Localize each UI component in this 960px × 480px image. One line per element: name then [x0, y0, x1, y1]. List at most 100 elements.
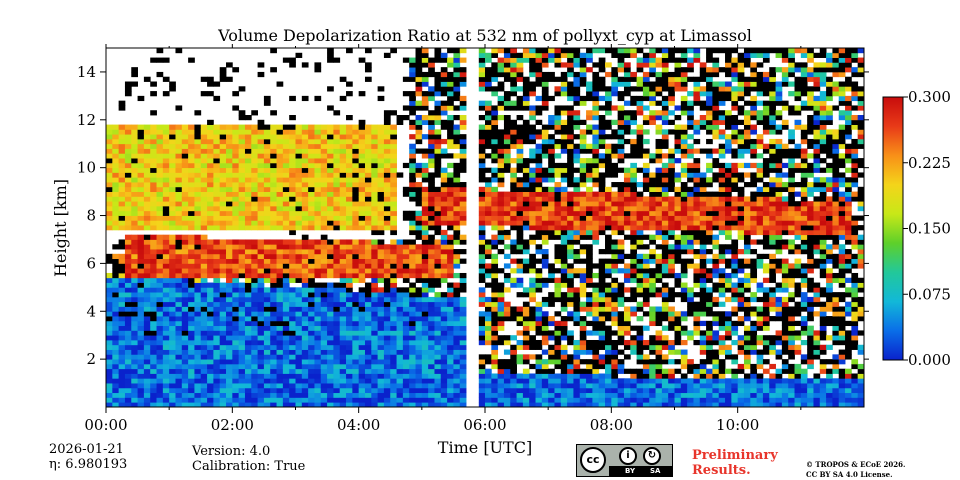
heatmap-cell	[169, 363, 176, 370]
heatmap-cell	[232, 292, 240, 298]
heatmap-cell	[188, 158, 195, 164]
heatmap-cell	[251, 402, 258, 407]
heatmap-cell	[541, 153, 549, 159]
heatmap-cell	[510, 124, 517, 130]
heatmap-cell	[327, 282, 334, 288]
heatmap-cell	[226, 177, 233, 183]
heatmap-cell	[169, 378, 176, 384]
heatmap-cell	[485, 306, 492, 312]
heatmap-cell	[567, 134, 574, 140]
heatmap-cell	[358, 205, 366, 212]
heatmap-cell	[485, 359, 492, 365]
heatmap-cell	[124, 138, 132, 145]
heatmap-cell	[554, 258, 562, 264]
heatmap-cell	[295, 378, 303, 384]
heatmap-cell	[327, 296, 334, 303]
heatmap-cell	[459, 186, 467, 192]
heatmap-cell	[529, 383, 536, 389]
heatmap-cell	[447, 201, 454, 207]
heatmap-cell	[244, 167, 252, 173]
heatmap-cell	[226, 253, 233, 260]
heatmap-cell	[478, 325, 486, 331]
heatmap-cell	[301, 249, 309, 255]
heatmap-cell	[409, 158, 416, 164]
heatmap-cell	[124, 282, 132, 288]
heatmap-cell	[491, 325, 499, 331]
heatmap-cell	[327, 311, 334, 317]
heatmap-cell	[295, 373, 303, 379]
heatmap-cell	[118, 134, 126, 140]
heatmap-cell	[188, 325, 195, 331]
heatmap-cell	[516, 71, 524, 78]
heatmap-cell	[434, 301, 442, 307]
heatmap-cell	[522, 258, 530, 264]
heatmap-cell	[598, 129, 606, 135]
heatmap-cell	[554, 229, 562, 236]
heatmap-cell	[478, 234, 486, 240]
heatmap-cell	[346, 205, 353, 212]
heatmap-cell	[434, 397, 442, 403]
heatmap-cell	[623, 119, 631, 125]
heatmap-cell	[560, 162, 568, 169]
heatmap-cell	[377, 311, 385, 317]
heatmap-cell	[383, 263, 391, 269]
heatmap-cell	[270, 320, 277, 327]
heatmap-cell	[263, 330, 271, 336]
heatmap-cell	[447, 330, 454, 336]
heatmap-cell	[333, 201, 341, 207]
heatmap-cell	[124, 134, 132, 140]
heatmap-cell	[377, 296, 385, 303]
heatmap-cell	[188, 296, 195, 303]
heatmap-cell	[535, 134, 543, 140]
heatmap-cell	[112, 387, 120, 394]
heatmap-cell	[478, 201, 486, 207]
heatmap-cell	[327, 397, 334, 403]
heatmap-cell	[106, 311, 113, 317]
heatmap-cell	[301, 282, 309, 288]
heatmap-cell	[491, 67, 499, 73]
heatmap-cell	[573, 378, 581, 384]
heatmap-cell	[333, 402, 341, 407]
heatmap-cell	[383, 316, 391, 322]
heatmap-cell	[364, 282, 372, 288]
heatmap-cell	[213, 387, 221, 394]
heatmap-cell	[630, 205, 637, 212]
heatmap-cell	[516, 306, 524, 312]
heatmap-cell	[642, 397, 650, 403]
heatmap-cell	[327, 330, 334, 336]
heatmap-cell	[478, 320, 486, 327]
heatmap-cell	[396, 311, 404, 317]
heatmap-cell	[459, 115, 467, 121]
heatmap-cell	[522, 373, 530, 379]
heatmap-cell	[535, 205, 543, 212]
heatmap-cell	[213, 182, 221, 188]
heatmap-cell	[238, 249, 246, 255]
heatmap-cell	[415, 263, 423, 269]
heatmap-cell	[364, 373, 372, 379]
heatmap-cell	[636, 148, 644, 154]
heatmap-cell	[327, 205, 334, 212]
heatmap-cell	[301, 320, 309, 327]
heatmap-cell	[106, 143, 113, 149]
heatmap-cell	[106, 339, 113, 346]
heatmap-cell	[567, 115, 574, 121]
heatmap-cell	[137, 244, 145, 250]
heatmap-cell	[642, 148, 650, 154]
heatmap-cell	[207, 383, 214, 389]
heatmap-cell	[409, 258, 416, 264]
heatmap-cell	[156, 158, 164, 164]
heatmap-cell	[415, 249, 423, 255]
heatmap-cell	[226, 258, 233, 264]
heatmap-cell	[459, 368, 467, 374]
heatmap-cell	[194, 201, 202, 207]
heatmap-cell	[226, 316, 233, 322]
heatmap-cell	[282, 268, 290, 274]
heatmap-cell	[327, 378, 334, 384]
heatmap-cell	[131, 316, 138, 322]
heatmap-cell	[219, 253, 227, 260]
heatmap-cell	[377, 244, 385, 250]
heatmap-cell	[440, 311, 448, 317]
heatmap-cell	[636, 344, 644, 350]
heatmap-cell	[636, 277, 644, 283]
heatmap-cell	[270, 354, 277, 360]
